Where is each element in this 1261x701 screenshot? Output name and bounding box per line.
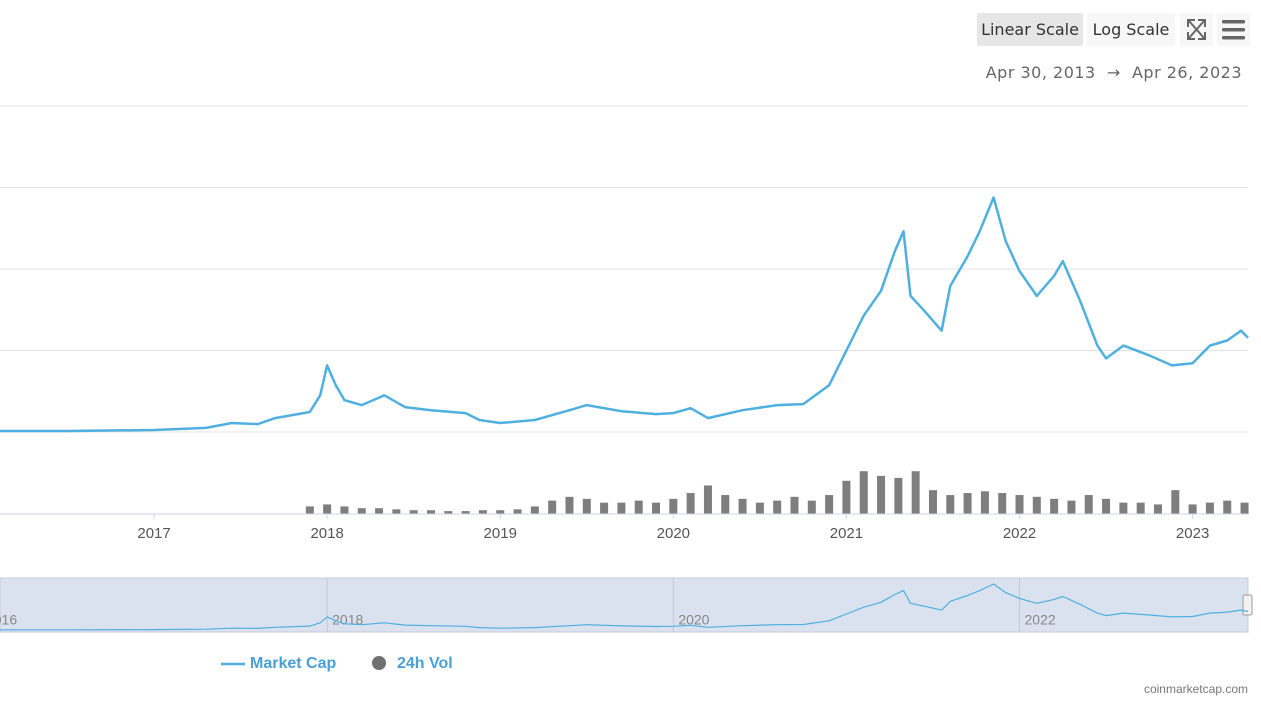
volume-bar <box>1223 500 1232 514</box>
navigator-tick-label: 2022 <box>1025 612 1056 628</box>
volume-bar <box>911 471 920 514</box>
volume-bar <box>652 502 661 514</box>
volume-bar <box>738 498 747 514</box>
volume-bar <box>1067 500 1076 514</box>
volume-bar <box>427 510 436 514</box>
date-range: Apr 30, 2013 → Apr 26, 2023 <box>985 63 1242 82</box>
volume-bar <box>1119 502 1128 514</box>
volume-bar <box>600 502 609 514</box>
volume-bar <box>894 477 903 514</box>
x-tick-label: 2019 <box>484 525 517 542</box>
volume-bar <box>409 510 418 514</box>
log-scale-button[interactable]: Log Scale <box>1087 13 1175 46</box>
volume-bar <box>548 500 557 514</box>
volume-bar <box>807 500 816 514</box>
linear-scale-button[interactable]: Linear Scale <box>977 13 1083 46</box>
legend: Market Cap 24h Vol <box>221 655 453 672</box>
date-to: Apr 26, 2023 <box>1131 63 1242 82</box>
volume-bar <box>842 480 851 514</box>
volume-bar <box>478 510 487 514</box>
navigator-line <box>0 583 1249 631</box>
legend-label: 24h Vol <box>397 655 453 672</box>
navigator-tick-label: 2018 <box>332 612 363 628</box>
volume-bar <box>998 493 1007 514</box>
volume-bar <box>1240 502 1249 514</box>
legend-label: Market Cap <box>250 655 336 672</box>
volume-bar <box>980 491 989 514</box>
navigator-handle[interactable] <box>1242 594 1253 616</box>
fullscreen-icon[interactable] <box>1180 13 1213 46</box>
volume-bar <box>375 508 384 514</box>
credit: coinmarketcap.com <box>1144 682 1248 696</box>
navigator-tick-label: 2020 <box>678 612 709 628</box>
date-from: Apr 30, 2013 <box>985 63 1096 82</box>
volume-bar <box>755 502 764 514</box>
volume-bar <box>946 495 955 514</box>
volume-bar <box>1136 502 1145 514</box>
volume-bar <box>1188 504 1197 514</box>
volume-bar <box>963 493 972 514</box>
volume-bar <box>496 510 505 514</box>
volume-bar <box>530 506 539 514</box>
x-tick-label: 2023 <box>1176 525 1209 542</box>
navigator-background <box>0 577 1249 633</box>
volume-bar <box>582 498 591 514</box>
volume-bar <box>1084 495 1093 514</box>
volume-bar <box>1050 498 1059 514</box>
volume-bar <box>773 500 782 514</box>
market-cap-line <box>0 196 1249 433</box>
volume-bar <box>461 511 470 514</box>
volume-bar <box>928 490 937 514</box>
volume-bar <box>513 509 522 514</box>
volume-bar <box>1102 498 1111 514</box>
volume-bar <box>1015 495 1024 514</box>
navigator-tick-label: 2016 <box>0 612 17 628</box>
volume-bar <box>1153 504 1162 514</box>
x-tick-label: 2017 <box>137 525 170 542</box>
volume-bar <box>825 495 834 514</box>
volume-bar <box>340 506 349 514</box>
volume-bar <box>1205 502 1214 514</box>
legend-dot <box>372 656 386 670</box>
volume-bar <box>669 498 678 514</box>
volume-bar <box>565 496 574 514</box>
x-tick-label: 2021 <box>830 525 863 542</box>
volume-bar <box>703 485 712 514</box>
volume-bar <box>617 502 626 514</box>
x-tick-label: 2022 <box>1003 525 1036 542</box>
volume-bar <box>859 471 868 514</box>
volume-bar <box>686 493 695 514</box>
volume-bar <box>1032 496 1041 514</box>
menu-icon[interactable] <box>1217 13 1250 46</box>
volume-bar <box>444 511 453 514</box>
volume-bar <box>392 509 401 514</box>
volume-bar <box>357 508 366 514</box>
volume-bar <box>1171 490 1180 514</box>
x-tick-label: 2018 <box>310 525 343 542</box>
x-tick-label: 2020 <box>657 525 690 542</box>
volume-bar <box>790 496 799 514</box>
volume-bar <box>305 506 314 514</box>
volume-bar <box>721 495 730 514</box>
volume-bar <box>634 500 643 514</box>
volume-bar <box>877 475 886 514</box>
volume-bar <box>323 504 332 514</box>
